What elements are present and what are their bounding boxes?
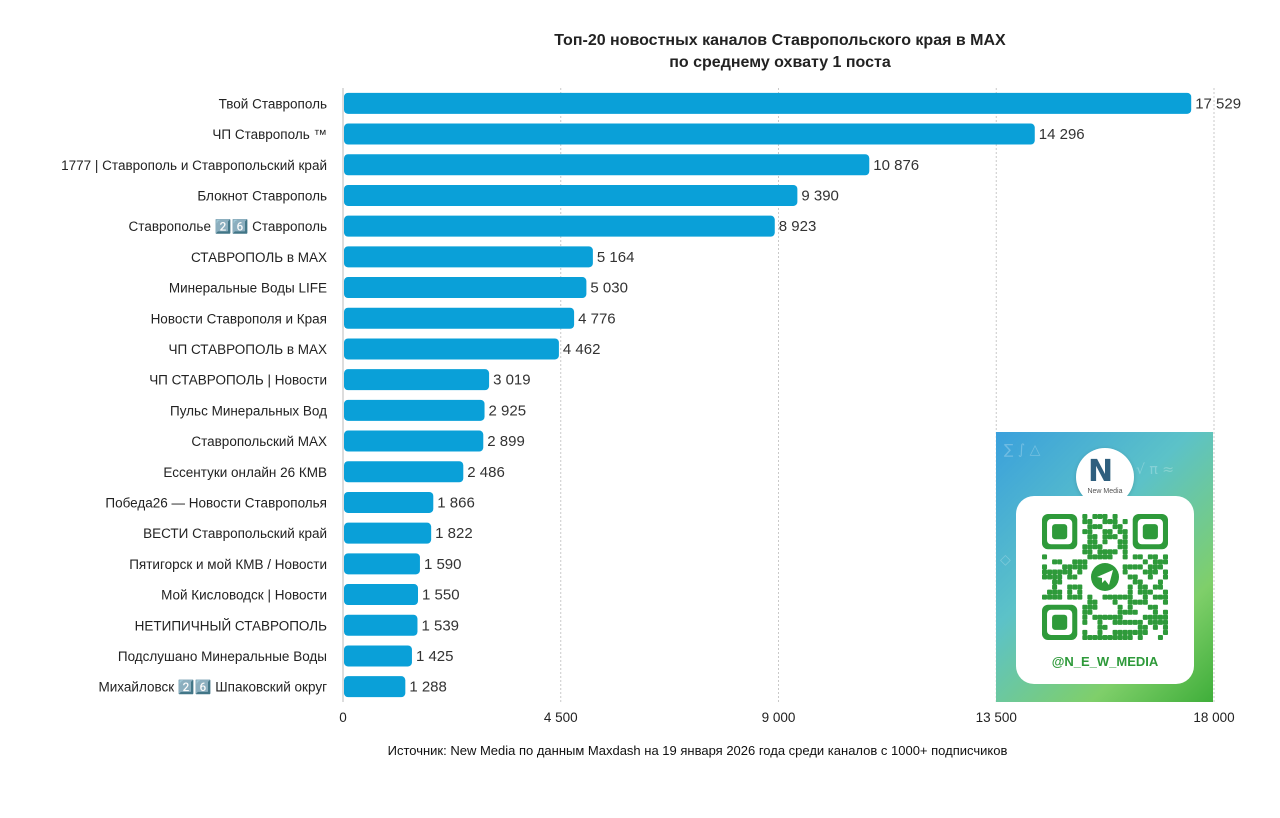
bar [344, 676, 406, 698]
category-label: ЧП СТАВРОПОЛЬ в MAX [169, 342, 327, 357]
x-tick-label: 13 500 [976, 710, 1017, 725]
bar [344, 553, 420, 575]
bar [344, 277, 587, 299]
value-label: 1 425 [416, 648, 454, 665]
chart-title-line: Топ-20 новостных каналов Ставропольского… [554, 32, 1006, 49]
value-label: 14 296 [1039, 126, 1085, 143]
bar [344, 123, 1035, 145]
bar [344, 461, 464, 483]
category-label: Новости Ставрополя и Края [151, 311, 327, 326]
x-tick-label: 18 000 [1193, 710, 1234, 725]
value-label: 1 539 [421, 617, 459, 634]
logo-mark-icon: N [1088, 454, 1113, 489]
qr-code-icon[interactable] [1042, 514, 1168, 640]
qr-handle-text: @N_E_W_MEDIA [1051, 654, 1159, 669]
value-label: 10 876 [873, 157, 919, 174]
qr-promo-card: ∑ ∫ △ √ π ≈ ◇ ✎ N New Media @N_E_W_MEDIA [996, 432, 1213, 702]
category-label: Подслушано Минеральные Воды [118, 649, 327, 664]
value-label: 5 030 [590, 280, 628, 297]
category-label: ЧП Ставрополь ™ [212, 127, 327, 142]
qr-panel: @N_E_W_MEDIA [1016, 496, 1194, 684]
logo-text: New Media [1087, 488, 1123, 495]
chart-title: Топ-20 новостных каналов Ставропольского… [430, 30, 1130, 74]
category-label: 1777 | Ставрополь и Ставропольский край [61, 158, 327, 173]
value-label: 2 899 [487, 433, 525, 450]
bar [344, 154, 870, 176]
category-label: Михайловск 2️⃣6️⃣ Шпаковский округ [99, 679, 328, 695]
x-tick-label: 0 [339, 710, 347, 725]
doodle-icon: ∑ ∫ △ [1004, 442, 1041, 458]
category-label: Минеральные Воды LIFE [169, 281, 327, 296]
category-label: Ессентуки онлайн 26 КМВ [163, 465, 327, 480]
value-label: 1 550 [422, 587, 460, 604]
value-label: 8 923 [779, 218, 817, 235]
value-label: 1 866 [437, 494, 475, 511]
category-label: Ставрополье 2️⃣6️⃣ Ставрополь [129, 218, 327, 234]
value-label: 5 164 [597, 249, 635, 266]
category-label: ЧП СТАВРОПОЛЬ | Новости [149, 373, 327, 388]
bar [344, 92, 1192, 114]
category-label: Блокнот Ставрополь [197, 188, 327, 203]
category-label: НЕТИПИЧНЫЙ СТАВРОПОЛЬ [135, 618, 327, 633]
value-label: 2 486 [467, 464, 505, 481]
x-tick-label: 4 500 [544, 710, 578, 725]
value-label: 4 776 [578, 310, 616, 327]
doodle-icon: √ π ≈ [1136, 462, 1174, 478]
source-note: Источник: New Media по данным Maxdash на… [387, 743, 1008, 758]
value-label: 9 390 [801, 187, 839, 204]
bar [344, 584, 419, 606]
bar [344, 184, 798, 206]
value-label: 1 590 [424, 556, 462, 573]
bar [344, 399, 485, 421]
category-label: Мой Кисловодск | Новости [161, 588, 327, 603]
bar [344, 430, 484, 452]
category-label: Пульс Минеральных Вод [170, 403, 327, 418]
bar [344, 522, 432, 544]
value-label: 17 529 [1195, 95, 1241, 112]
category-label: Ставропольский MAX [191, 434, 327, 449]
value-label: 4 462 [563, 341, 601, 358]
value-label: 3 019 [493, 372, 531, 389]
bar [344, 369, 490, 391]
x-tick-label: 9 000 [762, 710, 796, 725]
category-label: СТАВРОПОЛЬ в MAX [191, 250, 327, 265]
bar [344, 307, 575, 329]
category-label: Пятигорск и мой КМВ / Новости [129, 557, 327, 572]
bar [344, 645, 412, 667]
category-label: ВЕСТИ Ставропольский край [143, 526, 327, 541]
value-label: 1 288 [409, 679, 447, 696]
bar [344, 491, 434, 513]
bar [344, 338, 559, 360]
bar [344, 246, 593, 268]
category-label: Твой Ставрополь [219, 96, 327, 111]
category-label: Победа26 — Новости Ставрополья [105, 495, 327, 510]
value-label: 1 822 [435, 525, 473, 542]
bar [344, 215, 775, 237]
bar [344, 614, 418, 636]
chart-subtitle-line: по среднему охвату 1 поста [669, 54, 891, 71]
value-label: 2 925 [489, 402, 527, 419]
